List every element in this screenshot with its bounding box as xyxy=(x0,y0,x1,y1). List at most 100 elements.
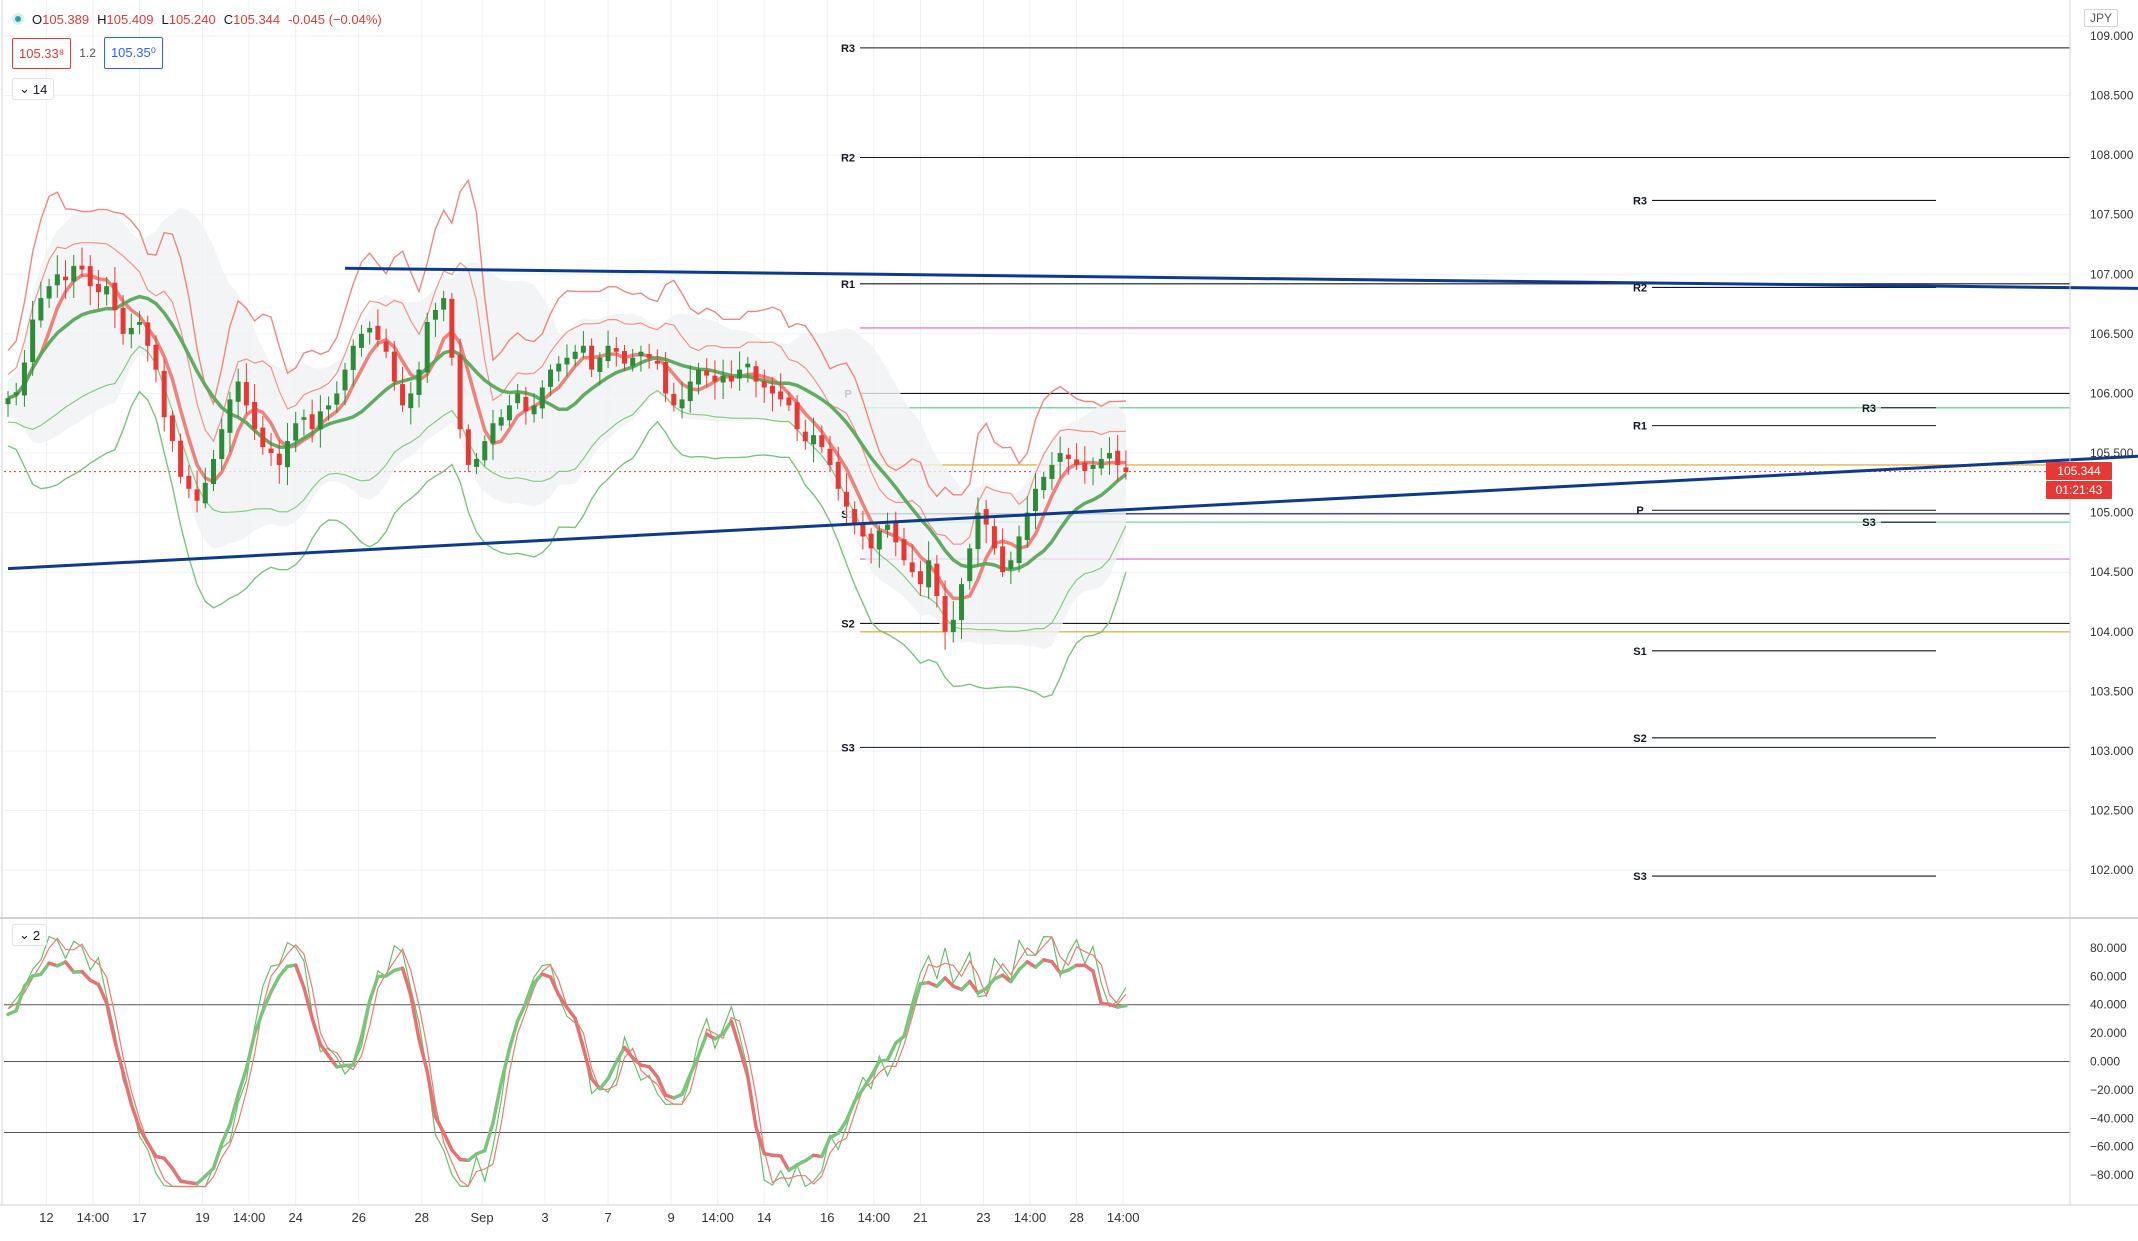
candle-body xyxy=(104,286,109,294)
candle-body xyxy=(359,334,364,348)
candle-body xyxy=(992,526,997,548)
x-tick-label: 16 xyxy=(820,1210,834,1225)
pivot-left-label: S3 xyxy=(841,742,854,754)
pivot-right-label: S1 xyxy=(1633,646,1646,658)
bands-layer xyxy=(8,180,1126,697)
candle-body xyxy=(153,345,158,370)
main-pane-collapse-button[interactable]: ⌄ 14 xyxy=(12,78,54,100)
candle-body xyxy=(260,428,265,447)
candle-body xyxy=(375,326,380,340)
osc-signal-segment xyxy=(66,962,74,972)
x-tick-label: 19 xyxy=(195,1210,209,1225)
candle-body xyxy=(877,531,882,550)
osc-signal-segment xyxy=(435,1117,443,1133)
countdown-tag: 01:21:43 xyxy=(2046,481,2112,499)
candle-body xyxy=(252,402,257,429)
osc-signal-segment xyxy=(649,1067,657,1077)
candle-body xyxy=(293,423,298,440)
osc-pane-collapse-button[interactable]: ⌄ 2 xyxy=(12,924,47,946)
candle-body xyxy=(712,376,717,382)
candle-body xyxy=(959,584,964,620)
candle-body xyxy=(671,394,676,405)
candle-body xyxy=(836,462,841,489)
osc-signal-segment xyxy=(164,1158,172,1168)
osc-y-tick-label: 80.000 xyxy=(2090,941,2127,955)
candle-body xyxy=(203,483,208,503)
candle-body xyxy=(860,525,865,537)
candle-body xyxy=(589,346,594,370)
candle-body xyxy=(195,489,200,500)
y-tick-label: 106.500 xyxy=(2090,327,2134,341)
osc-signal-segment xyxy=(748,1077,756,1127)
candle-body xyxy=(852,509,857,524)
x-tick-label: 9 xyxy=(667,1210,674,1225)
osc-signal-segment xyxy=(575,1018,583,1048)
candle-body xyxy=(244,382,249,405)
candle-body xyxy=(392,352,397,382)
ohlc-legend: O105.389 H105.409 L105.240 C105.344 -0.0… xyxy=(12,10,382,28)
osc-signal-segment xyxy=(115,1041,123,1072)
candle-body xyxy=(145,322,150,345)
pivot-right-label: S3 xyxy=(1633,871,1646,883)
candle-body xyxy=(384,341,389,351)
candle-body xyxy=(548,370,553,387)
pivot-left-label: R3 xyxy=(841,43,855,55)
osc-signal-segment xyxy=(1052,962,1060,973)
candle-body xyxy=(729,376,734,382)
osc-y-tick-label: −40.000 xyxy=(2090,1111,2134,1125)
candle-body xyxy=(219,429,224,459)
x-tick-label: 14:00 xyxy=(1107,1210,1140,1225)
candle-body xyxy=(795,402,800,429)
candle-body xyxy=(934,564,939,596)
candle-body xyxy=(112,283,117,310)
osc-signal-segment xyxy=(888,1043,896,1060)
candle-body xyxy=(441,298,446,310)
x-tick-label: 24 xyxy=(288,1210,302,1225)
buy-button[interactable]: 105.35⁰ xyxy=(104,37,163,69)
candle-body xyxy=(367,328,372,333)
x-tick-label: 14 xyxy=(757,1210,771,1225)
candle-body xyxy=(1091,465,1096,469)
x-tick-label: 17 xyxy=(132,1210,146,1225)
candle-body xyxy=(622,351,627,364)
candle-body xyxy=(170,415,175,441)
osc-y-tick-label: −80.000 xyxy=(2090,1168,2134,1182)
candle-body xyxy=(556,364,561,372)
candle-body xyxy=(38,298,43,320)
candle-body xyxy=(786,398,791,406)
osc-signal-segment xyxy=(222,1124,230,1143)
x-tick-label: 21 xyxy=(913,1210,927,1225)
candle-body xyxy=(1049,465,1054,479)
candle-body xyxy=(803,432,808,441)
y-tick-label: 105.500 xyxy=(2090,446,2134,460)
candle-body xyxy=(490,423,495,443)
candle-body xyxy=(499,417,504,425)
x-tick-label: 26 xyxy=(351,1210,365,1225)
candle-body xyxy=(425,322,430,372)
candle-body xyxy=(573,352,578,359)
candle-body xyxy=(79,266,84,270)
candle-body xyxy=(540,388,545,409)
sell-button[interactable]: 105.33⁸ xyxy=(12,38,71,69)
candle-body xyxy=(754,366,759,381)
x-tick-label: 14:00 xyxy=(77,1210,110,1225)
candle-body xyxy=(663,362,668,393)
osc-signal-segment xyxy=(82,972,90,981)
candle-body xyxy=(285,441,290,467)
y-tick-label: 102.000 xyxy=(2090,863,2134,877)
osc-signal-segment xyxy=(271,976,279,991)
last-price-tag: 105.344 xyxy=(2046,462,2112,480)
currency-badge[interactable]: JPY xyxy=(2084,9,2118,27)
candle-body xyxy=(967,548,972,581)
candle-body xyxy=(1074,459,1079,464)
candle-body xyxy=(688,382,693,401)
candle-body xyxy=(408,393,413,408)
candle-body xyxy=(310,414,315,429)
pivot-left-label: R2 xyxy=(841,153,855,165)
candle-body xyxy=(1033,489,1038,511)
candle-body xyxy=(137,322,142,325)
candle-body xyxy=(564,358,569,365)
candle-body xyxy=(1000,546,1005,572)
